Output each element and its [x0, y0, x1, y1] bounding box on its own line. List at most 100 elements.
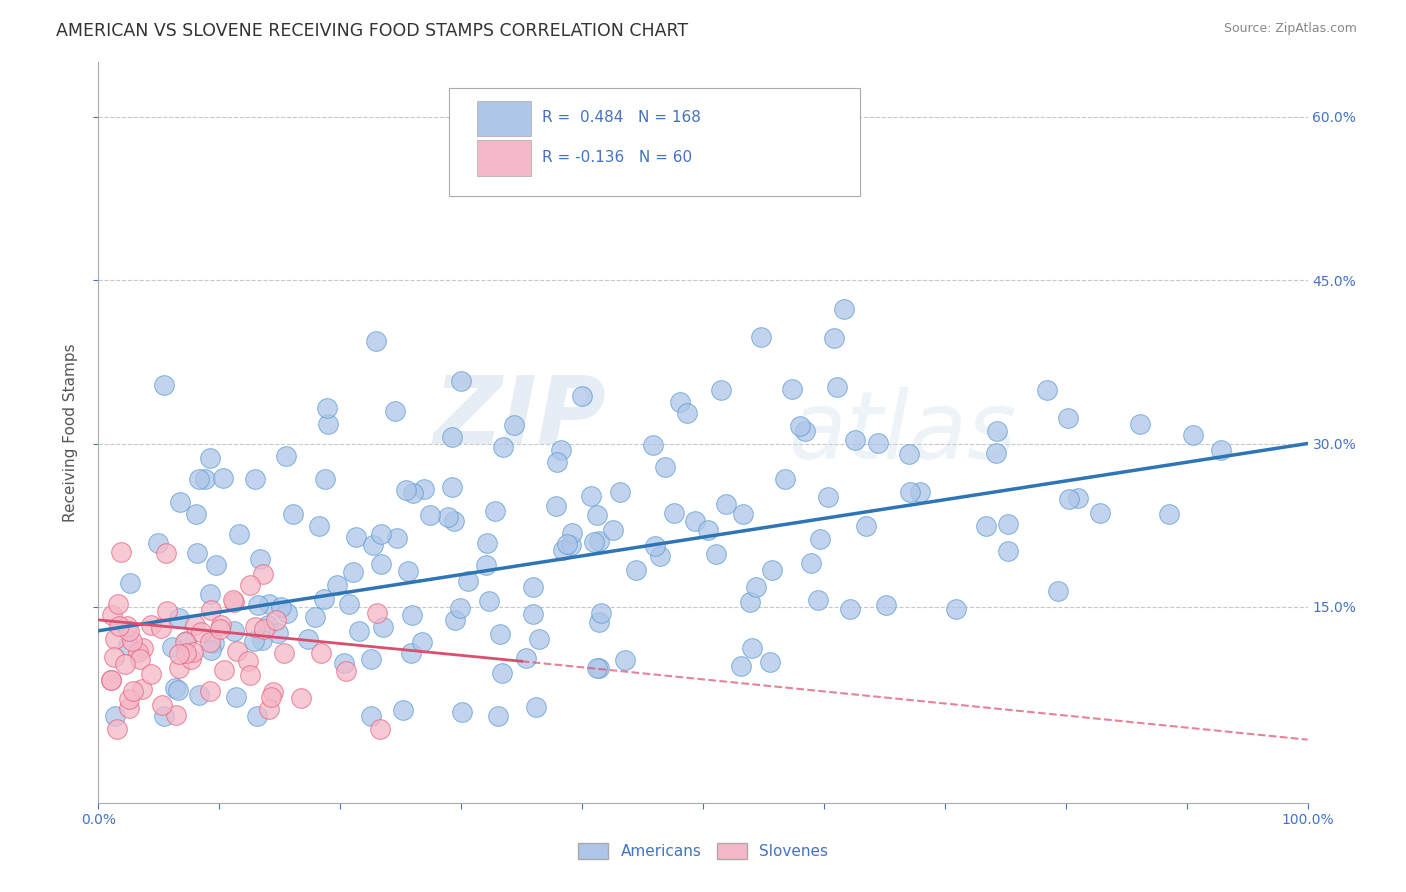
Point — [450, 374, 472, 388]
Point — [194, 472, 217, 486]
Point — [808, 533, 831, 547]
Point — [153, 378, 176, 392]
Point — [167, 647, 190, 661]
Point — [100, 607, 122, 622]
Point — [440, 429, 463, 443]
Point — [588, 615, 610, 630]
Point — [602, 523, 624, 537]
Point — [121, 634, 143, 648]
Point — [225, 690, 247, 704]
Point — [297, 632, 319, 646]
Point — [344, 530, 367, 544]
Point — [1056, 410, 1078, 425]
Point — [399, 646, 422, 660]
Point — [150, 698, 173, 712]
Point — [200, 603, 222, 617]
Point — [866, 436, 889, 450]
Point — [118, 575, 141, 590]
Point — [370, 526, 392, 541]
Point — [246, 598, 269, 612]
Point — [413, 482, 436, 496]
Point — [153, 708, 176, 723]
Point — [475, 558, 498, 572]
Point — [166, 683, 188, 698]
Text: AMERICAN VS SLOVENE RECEIVING FOOD STAMPS CORRELATION CHART: AMERICAN VS SLOVENE RECEIVING FOOD STAMP… — [56, 22, 689, 40]
Point — [222, 593, 245, 607]
Point — [662, 506, 685, 520]
Point — [326, 578, 349, 592]
Point — [457, 574, 479, 589]
Point — [1067, 491, 1090, 505]
Point — [208, 622, 231, 636]
FancyBboxPatch shape — [449, 88, 860, 195]
Point — [132, 640, 155, 655]
Point — [259, 597, 281, 611]
Point — [793, 424, 815, 438]
Point — [560, 538, 582, 552]
Point — [148, 535, 170, 549]
Point — [477, 536, 499, 550]
Point — [290, 690, 312, 705]
Point — [257, 702, 280, 716]
Point — [441, 480, 464, 494]
Point — [141, 617, 163, 632]
Point — [451, 705, 474, 719]
Point — [360, 652, 382, 666]
Point — [749, 330, 772, 344]
Point — [484, 504, 506, 518]
Point — [141, 667, 163, 681]
Point — [522, 580, 544, 594]
Point — [212, 663, 235, 677]
Point — [997, 543, 1019, 558]
Point — [105, 722, 128, 736]
Point — [333, 656, 356, 670]
Point — [249, 552, 271, 566]
Point — [184, 617, 207, 632]
Point — [222, 624, 245, 638]
Point — [335, 664, 357, 678]
Point — [668, 394, 690, 409]
Point — [239, 578, 262, 592]
Point — [444, 613, 467, 627]
Point — [118, 691, 141, 706]
Point — [245, 472, 267, 486]
Point — [588, 534, 610, 549]
Point — [759, 655, 782, 669]
Point — [807, 593, 830, 607]
Point — [253, 622, 276, 636]
Point — [832, 301, 855, 316]
Point — [314, 472, 336, 486]
Point — [274, 449, 297, 463]
Point — [488, 626, 510, 640]
Point — [270, 600, 292, 615]
Point — [308, 518, 330, 533]
Point — [710, 383, 733, 397]
Point — [118, 624, 141, 638]
Point — [252, 567, 274, 582]
Point — [986, 446, 1008, 460]
Point — [115, 618, 138, 632]
Point — [385, 531, 408, 545]
Text: atlas: atlas — [787, 387, 1017, 478]
Point — [169, 661, 191, 675]
Text: R =  0.484   N = 168: R = 0.484 N = 168 — [543, 111, 702, 126]
Point — [648, 549, 671, 563]
Point — [186, 507, 208, 521]
Point — [315, 401, 337, 415]
Point — [163, 681, 186, 696]
Point — [515, 651, 537, 665]
Point — [131, 682, 153, 697]
Point — [373, 620, 395, 634]
Point — [782, 382, 804, 396]
Point — [654, 460, 676, 475]
Point — [117, 638, 139, 652]
Y-axis label: Receiving Food Stamps: Receiving Food Stamps — [63, 343, 77, 522]
Point — [273, 646, 295, 660]
Point — [181, 644, 204, 658]
Point — [283, 507, 305, 521]
Point — [683, 514, 706, 528]
Point — [360, 708, 382, 723]
Point — [337, 597, 360, 611]
Bar — [477, 101, 531, 136]
Point — [741, 641, 763, 656]
